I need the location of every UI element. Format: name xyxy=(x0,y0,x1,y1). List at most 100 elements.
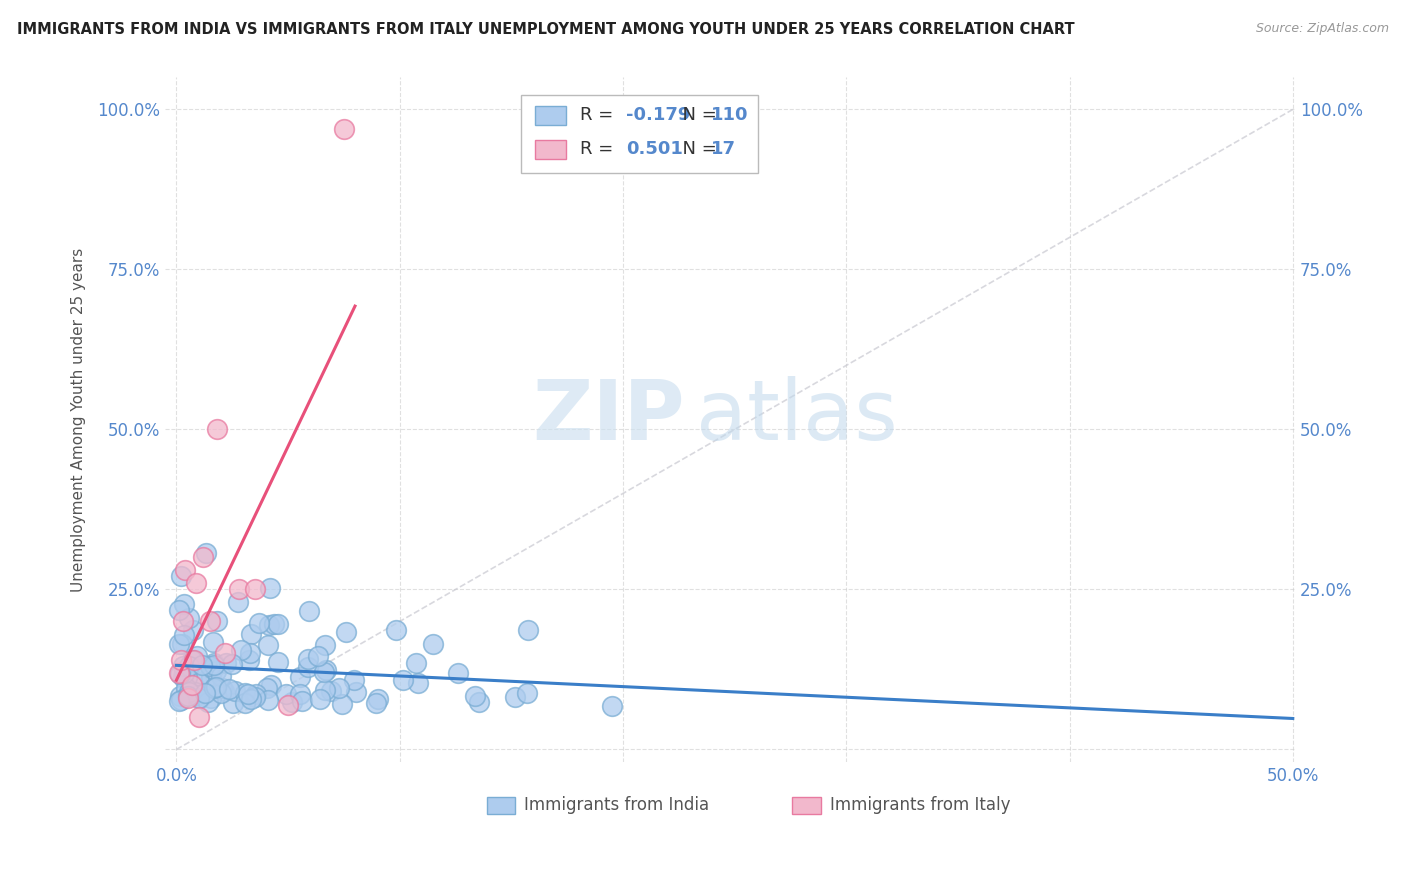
Point xyxy=(274,687,297,701)
Point xyxy=(179,658,201,673)
Point xyxy=(307,649,329,664)
Point xyxy=(191,658,214,673)
Point xyxy=(200,690,222,705)
Point xyxy=(167,665,190,680)
Bar xyxy=(534,140,567,159)
Text: ZIP: ZIP xyxy=(533,376,685,457)
Point xyxy=(172,659,194,673)
Point xyxy=(174,563,197,577)
Point xyxy=(406,676,429,690)
Point xyxy=(236,687,259,701)
Text: N =: N = xyxy=(672,140,723,159)
Point xyxy=(186,649,208,664)
Point xyxy=(239,692,262,706)
Point xyxy=(257,618,280,632)
Point xyxy=(170,693,193,707)
Point xyxy=(172,615,194,629)
Point xyxy=(233,686,256,700)
Point xyxy=(187,688,209,702)
Point xyxy=(344,685,367,699)
Text: N =: N = xyxy=(672,106,723,124)
Point xyxy=(198,658,221,673)
Point xyxy=(187,690,209,705)
Point xyxy=(468,695,491,709)
Point xyxy=(211,681,233,695)
Y-axis label: Unemployment Among Youth under 25 years: Unemployment Among Youth under 25 years xyxy=(72,248,86,592)
Point xyxy=(333,121,356,136)
Point xyxy=(167,603,190,617)
Point xyxy=(202,656,225,670)
Point xyxy=(202,681,225,695)
Point xyxy=(186,686,208,700)
Point xyxy=(314,638,336,652)
Text: atlas: atlas xyxy=(696,376,898,457)
Text: -0.179: -0.179 xyxy=(626,106,690,124)
Text: 110: 110 xyxy=(711,106,748,124)
Point xyxy=(260,678,283,692)
Point xyxy=(314,683,336,698)
Point xyxy=(177,685,200,699)
Point xyxy=(288,687,311,701)
Text: Immigrants from Italy: Immigrants from Italy xyxy=(830,797,1010,814)
Point xyxy=(198,615,221,629)
Point xyxy=(173,628,195,642)
Point xyxy=(169,689,191,703)
Point xyxy=(228,582,250,597)
Point xyxy=(240,627,263,641)
Point xyxy=(187,710,209,724)
Point xyxy=(209,669,232,683)
Point xyxy=(277,698,299,712)
Point xyxy=(226,595,249,609)
Point xyxy=(221,657,243,672)
Point xyxy=(328,681,350,695)
Point xyxy=(263,616,285,631)
Point xyxy=(173,598,195,612)
Point xyxy=(315,663,337,677)
Point xyxy=(180,653,202,667)
Point xyxy=(233,696,256,710)
Point xyxy=(257,693,280,707)
Point xyxy=(174,681,197,695)
Point xyxy=(167,636,190,650)
Point xyxy=(169,666,191,681)
Point xyxy=(195,546,218,560)
Point xyxy=(193,550,215,565)
Point xyxy=(176,670,198,684)
Bar xyxy=(792,797,821,814)
Point xyxy=(177,689,200,703)
Point xyxy=(281,695,304,709)
FancyBboxPatch shape xyxy=(522,95,758,173)
Point xyxy=(183,653,205,667)
Text: R =: R = xyxy=(579,140,619,159)
Point xyxy=(172,637,194,651)
Bar xyxy=(534,105,567,125)
Point xyxy=(503,690,526,705)
Point xyxy=(200,670,222,684)
Point xyxy=(202,658,225,673)
Point xyxy=(205,680,228,694)
Point xyxy=(447,665,470,680)
Point xyxy=(238,653,260,667)
Point xyxy=(343,673,366,688)
Point xyxy=(391,673,413,687)
Point xyxy=(297,652,319,666)
Point xyxy=(366,696,388,710)
Text: Immigrants from India: Immigrants from India xyxy=(524,797,710,814)
Point xyxy=(256,681,278,695)
Point xyxy=(186,576,208,591)
Point xyxy=(335,624,357,639)
Point xyxy=(291,694,314,708)
Point xyxy=(201,635,224,649)
Point xyxy=(180,686,202,700)
Point xyxy=(194,685,217,699)
Point xyxy=(464,689,486,703)
Point xyxy=(197,695,219,709)
Point xyxy=(172,670,194,684)
Point xyxy=(215,656,238,670)
Text: Source: ZipAtlas.com: Source: ZipAtlas.com xyxy=(1256,22,1389,36)
Bar xyxy=(488,797,516,814)
Point xyxy=(600,699,623,714)
Point xyxy=(517,623,540,637)
Point xyxy=(243,582,266,597)
Point xyxy=(201,662,224,676)
